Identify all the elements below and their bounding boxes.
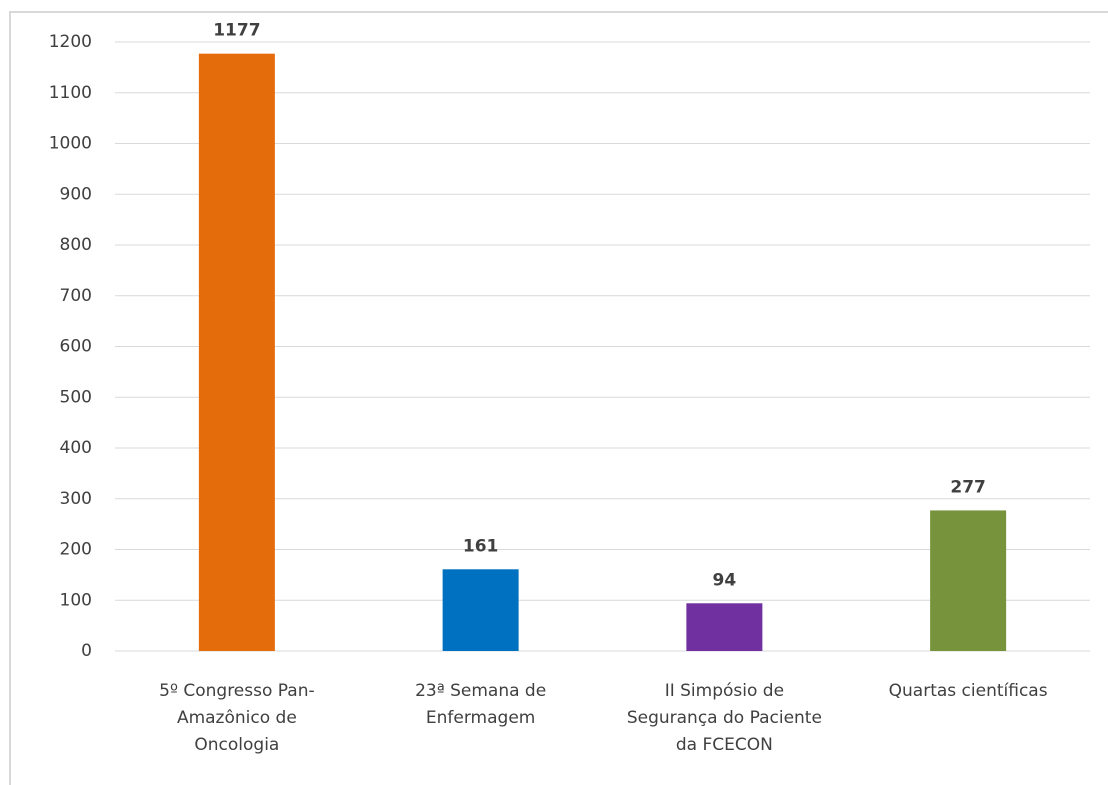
y-tick-label: 700 [60, 286, 92, 306]
bar [686, 603, 763, 651]
x-tick-label: Quartas científicas [888, 681, 1048, 701]
y-tick-label: 900 [60, 184, 92, 204]
chart-frame [9, 11, 1108, 785]
bar [198, 53, 275, 652]
y-tick-label: 1000 [49, 134, 92, 154]
bar [442, 569, 519, 651]
data-label: 94 [713, 570, 737, 590]
y-tick-label: 0 [81, 641, 92, 661]
y-tick-label: 500 [60, 387, 92, 407]
y-tick-label: 1200 [49, 32, 92, 52]
y-tick-label: 200 [60, 540, 92, 560]
data-label: 161 [463, 536, 499, 556]
x-tick-label: II Simpósio de Segurança do Paciente da … [626, 681, 822, 755]
y-tick-label: 600 [60, 337, 92, 357]
y-tick-label: 400 [60, 438, 92, 458]
y-tick-label: 1100 [49, 83, 92, 103]
bar [930, 510, 1007, 651]
x-tick-label: 5º Congresso Pan-Amazônico de Oncologia [159, 681, 315, 755]
y-tick-label: 800 [60, 235, 92, 255]
data-label: 1177 [213, 21, 260, 41]
y-tick-label: 300 [60, 489, 92, 509]
data-label: 277 [950, 477, 986, 497]
x-tick-label: 23ª Semana de Enfermagem [415, 681, 547, 728]
y-tick-label: 100 [60, 590, 92, 610]
